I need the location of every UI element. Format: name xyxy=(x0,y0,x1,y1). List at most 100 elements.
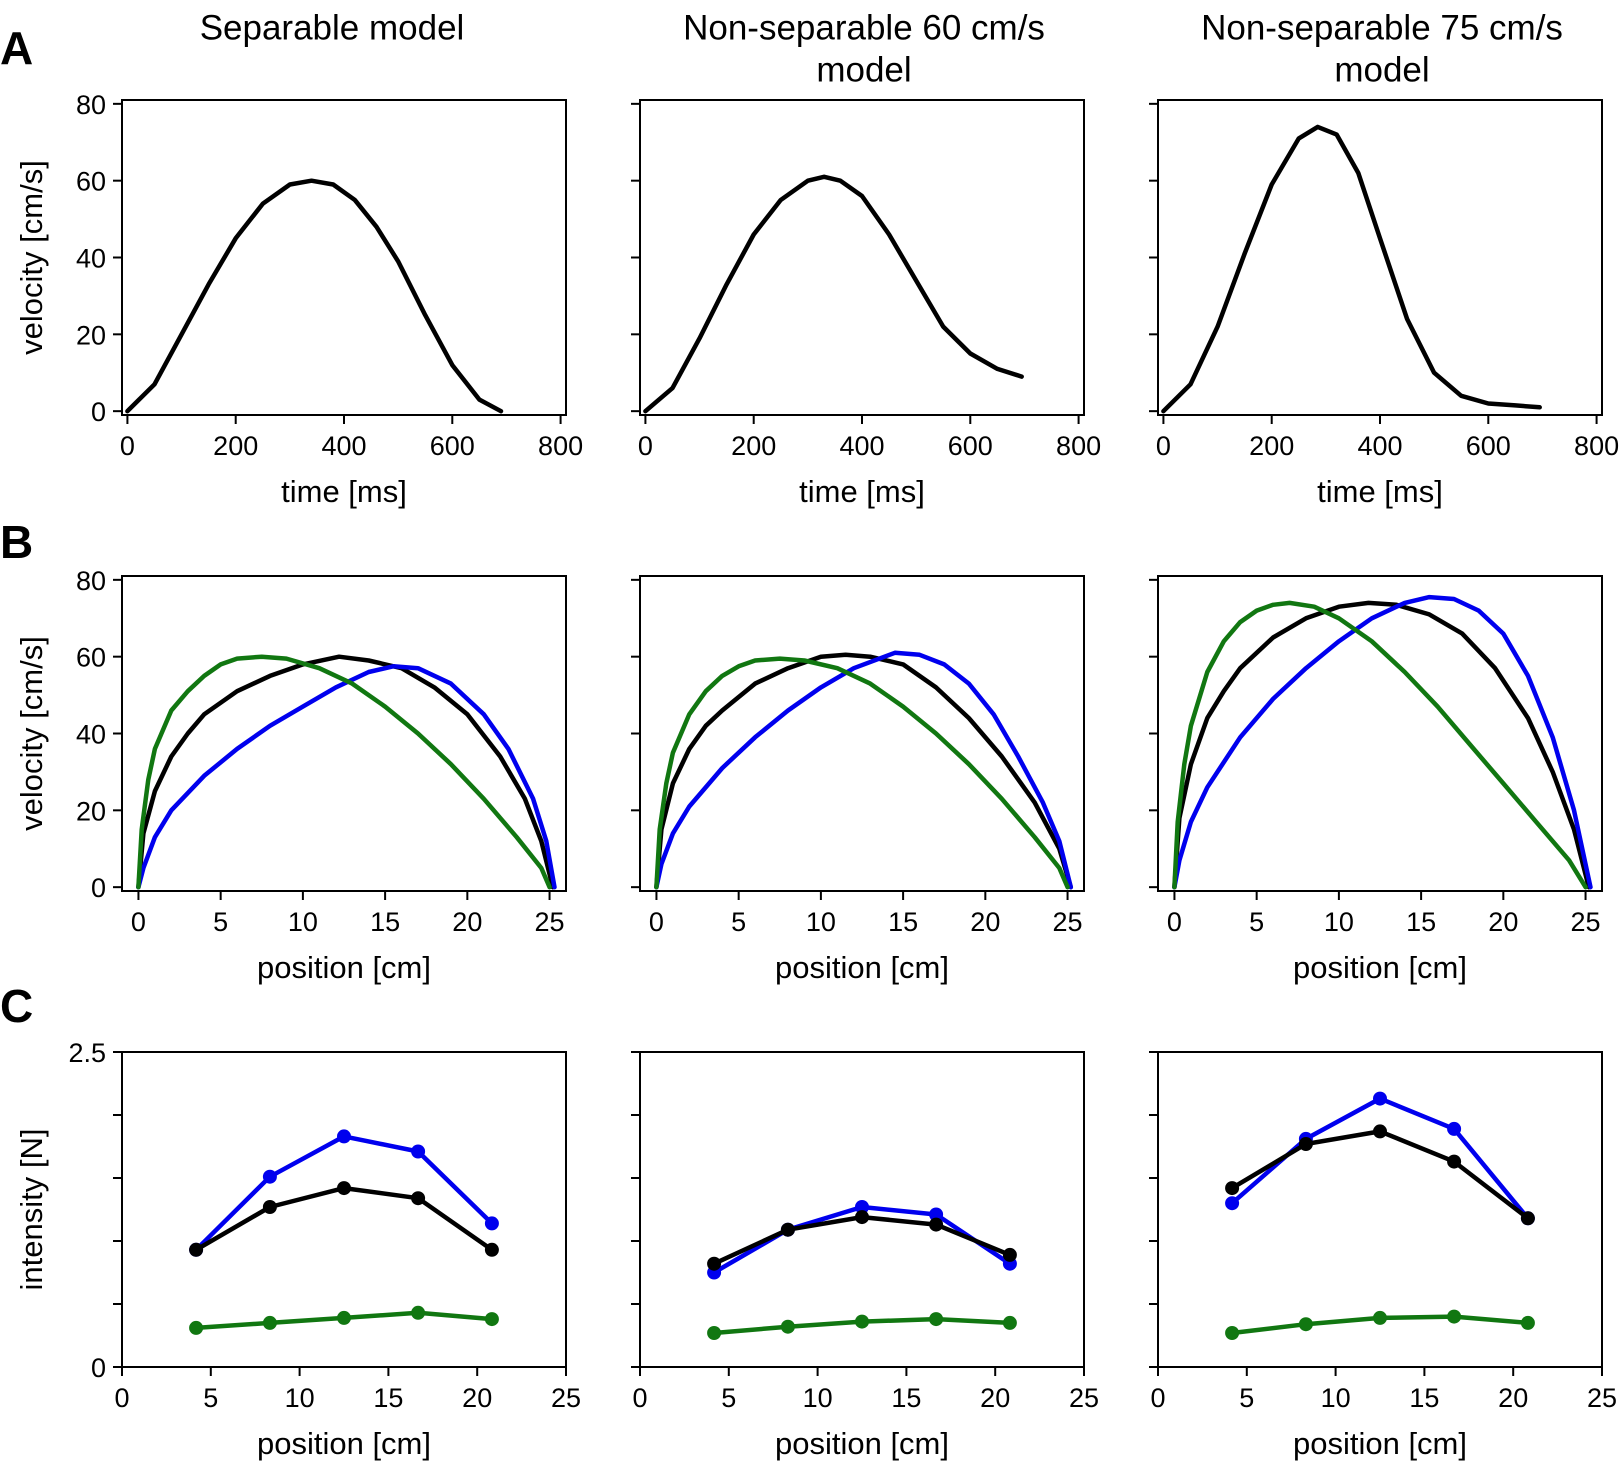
y-tick-label: 20 xyxy=(76,320,106,350)
panel-b1: 0 5 10 15 20 25 0 20 40 60 80 position [cm] velocity… xyxy=(14,566,567,985)
data-point-black xyxy=(1447,1154,1462,1169)
x-tick-label: 400 xyxy=(321,431,366,461)
panel-b3: 0 5 10 15 20 25 position [cm] xyxy=(1149,575,1603,985)
data-point-black xyxy=(707,1256,722,1271)
data-point-black xyxy=(411,1191,426,1206)
data-point-green xyxy=(1002,1315,1017,1330)
data-point-black xyxy=(1298,1137,1313,1151)
data-point-blue xyxy=(337,1129,351,1144)
x-axis-label: time [ms] xyxy=(281,474,407,509)
data-point-blue xyxy=(262,1169,277,1184)
x-tick-label: 600 xyxy=(430,431,475,461)
x-tick-label: 5 xyxy=(1239,1383,1254,1413)
x-axis-label: time [ms] xyxy=(799,474,925,509)
x-tick-label: 5 xyxy=(731,907,746,937)
data-point-green xyxy=(1373,1310,1387,1325)
y-tick-label: 80 xyxy=(76,566,106,596)
data-point-black xyxy=(1002,1247,1017,1262)
x-axis-label: position [cm] xyxy=(775,1426,949,1461)
axes-frame xyxy=(639,1051,1085,1368)
x-tick-label: 25 xyxy=(1053,907,1083,937)
y-tick-label: 2.5 xyxy=(68,1038,106,1068)
data-point-black xyxy=(337,1181,351,1196)
x-tick-label: 20 xyxy=(980,1383,1010,1413)
x-axis-label: position [cm] xyxy=(1293,950,1467,985)
data-point-blue xyxy=(411,1144,426,1159)
x-tick-label: 0 xyxy=(114,1383,129,1413)
data-point-blue xyxy=(929,1207,944,1222)
x-tick-label: 400 xyxy=(839,431,884,461)
y-tick-label: 40 xyxy=(76,720,106,750)
x-tick-label: 25 xyxy=(1069,1383,1099,1413)
x-axis-label: position [cm] xyxy=(775,950,949,985)
x-tick-label: 0 xyxy=(638,431,653,461)
axes-frame xyxy=(639,99,1085,416)
x-tick-label: 15 xyxy=(888,907,918,937)
x-tick-label: 15 xyxy=(370,907,400,937)
x-tick-label: 10 xyxy=(285,1383,315,1413)
series-line-black xyxy=(1172,600,1592,890)
data-point-blue xyxy=(855,1200,869,1214)
x-tick-label: 0 xyxy=(120,431,135,461)
column-title: model xyxy=(816,50,911,89)
y-tick-label: 60 xyxy=(76,167,106,197)
data-point-green xyxy=(189,1320,204,1335)
data-point-green xyxy=(1225,1326,1240,1340)
x-tick-label: 25 xyxy=(1571,907,1601,937)
data-point-black xyxy=(189,1242,204,1257)
data-point-black xyxy=(780,1222,795,1237)
x-tick-label: 5 xyxy=(1249,907,1264,937)
x-axis-label: position [cm] xyxy=(1293,1426,1467,1461)
series-line-velocity xyxy=(643,174,1024,414)
x-tick-label: 20 xyxy=(1488,907,1518,937)
y-tick-label: 0 xyxy=(91,873,106,903)
x-tick-label: 0 xyxy=(1156,431,1171,461)
series-line-black xyxy=(136,654,556,890)
x-tick-label: 25 xyxy=(535,907,565,937)
column-title: Non-separable 60 cm/s xyxy=(683,8,1045,47)
x-tick-label: 5 xyxy=(213,907,228,937)
series-line-black xyxy=(654,652,1074,890)
column-title: model xyxy=(1334,50,1429,89)
data-point-blue xyxy=(1447,1121,1462,1136)
series-line-blue xyxy=(1172,594,1593,890)
data-point-green xyxy=(1298,1317,1313,1332)
y-axis-label: intensity [N] xyxy=(14,1129,49,1291)
data-point-blue xyxy=(1373,1091,1387,1106)
x-axis-label: time [ms] xyxy=(1317,474,1443,509)
x-tick-label: 20 xyxy=(970,907,1000,937)
x-tick-label: 15 xyxy=(1409,1383,1439,1413)
panel-a3: 0 200 400 600 800 time [ms] xyxy=(1149,99,1619,509)
series-line-blue xyxy=(136,664,557,890)
data-point-black xyxy=(855,1210,869,1225)
x-tick-label: 0 xyxy=(649,907,664,937)
column-title: Separable model xyxy=(200,8,465,47)
x-tick-label: 25 xyxy=(1587,1383,1617,1413)
panel-a1: 0 200 400 600 800 0 20 40 60 80 time [ms] velocity … xyxy=(14,90,583,509)
data-point-black xyxy=(1373,1124,1387,1139)
data-point-green xyxy=(337,1310,351,1325)
panel-c2: 0 5 10 15 20 25 position [cm] xyxy=(631,1051,1099,1461)
panel-b2: 0 5 10 15 20 25 position [cm] xyxy=(631,575,1085,985)
series-line-blue xyxy=(1229,1096,1531,1221)
panel-letter-a: A xyxy=(0,22,33,74)
axes-frame xyxy=(1157,1051,1603,1368)
x-tick-label: 800 xyxy=(538,431,583,461)
column-title: Non-separable 75 cm/s xyxy=(1201,8,1563,47)
y-tick-label: 20 xyxy=(76,796,106,826)
x-tick-label: 0 xyxy=(131,907,146,937)
x-tick-label: 0 xyxy=(1150,1383,1165,1413)
x-tick-label: 15 xyxy=(373,1383,403,1413)
series-line-velocity xyxy=(125,178,504,414)
series-line-green xyxy=(136,654,552,890)
x-tick-label: 10 xyxy=(1324,907,1354,937)
y-tick-label: 0 xyxy=(91,1353,106,1383)
y-tick-label: 80 xyxy=(76,90,106,120)
x-tick-label: 10 xyxy=(1321,1383,1351,1413)
x-tick-label: 5 xyxy=(721,1383,736,1413)
data-point-blue xyxy=(1225,1196,1240,1211)
data-point-green xyxy=(1447,1309,1462,1324)
series-line-black xyxy=(1229,1129,1531,1221)
x-tick-label: 25 xyxy=(551,1383,581,1413)
x-tick-label: 10 xyxy=(806,907,836,937)
